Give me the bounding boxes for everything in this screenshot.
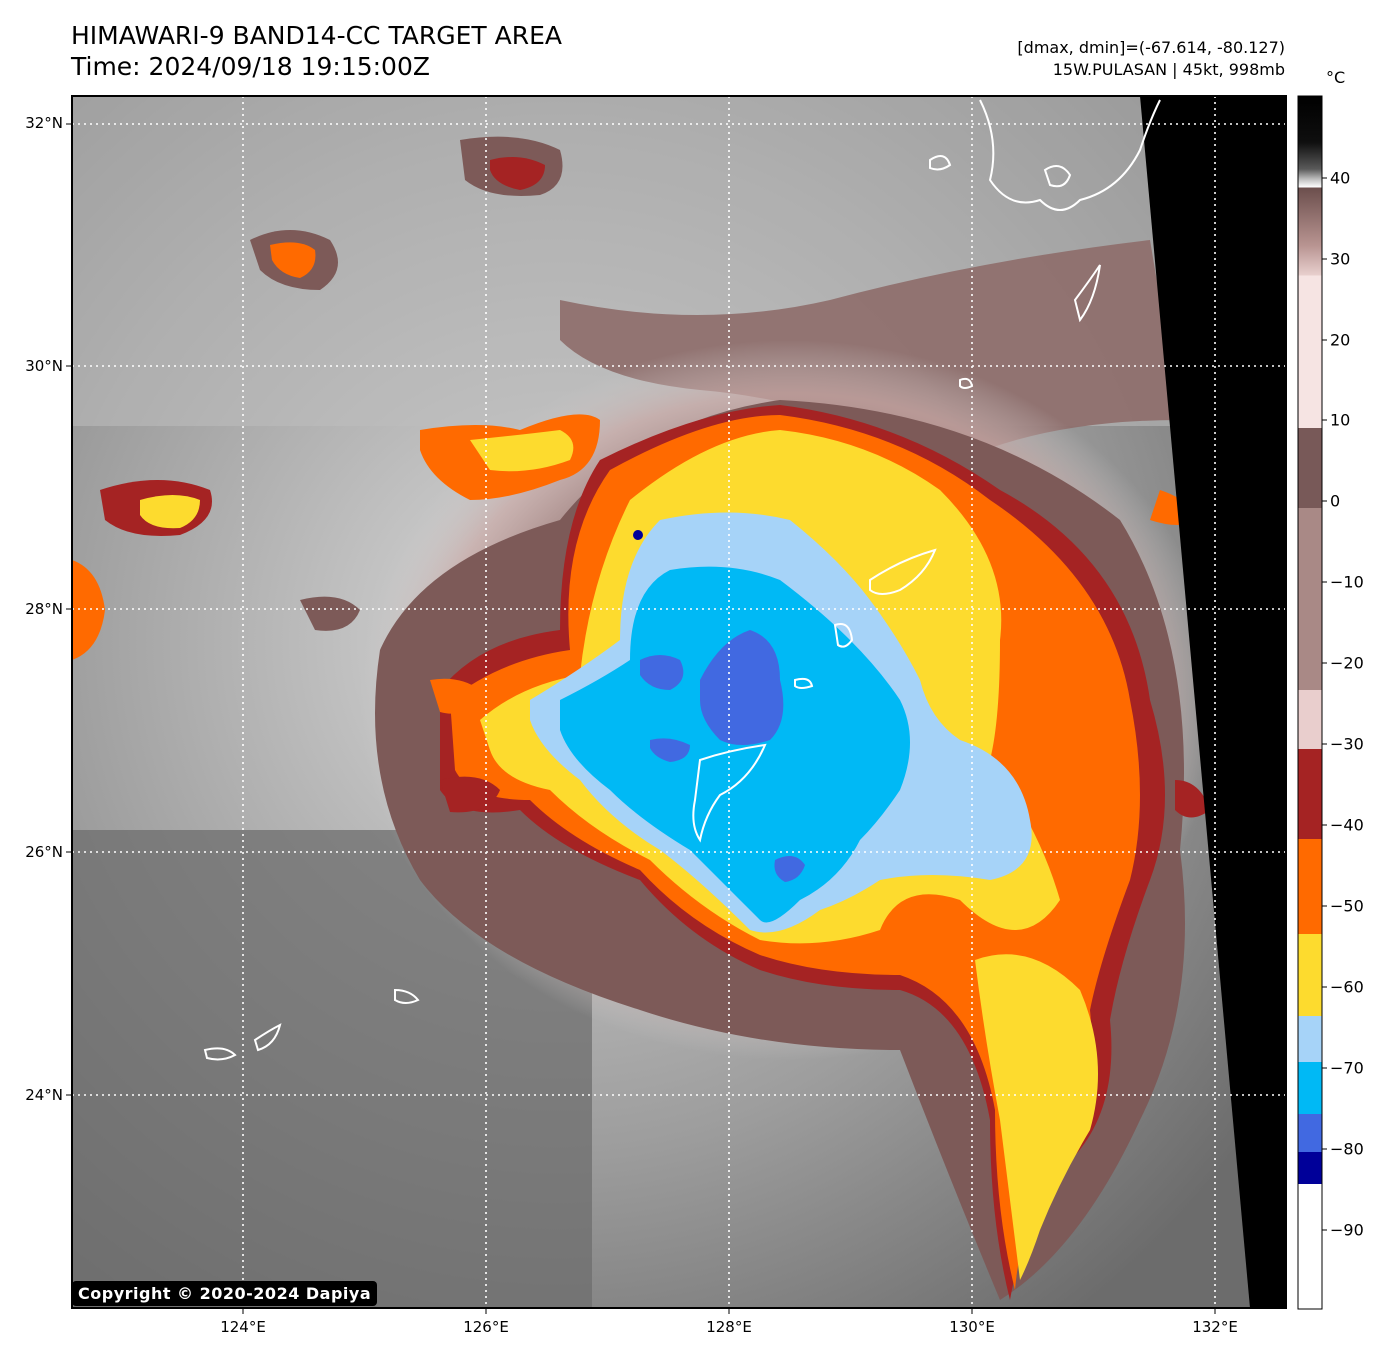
colorbar-unit: °C [1326,68,1346,87]
colorbar-label: −60 [1330,977,1364,997]
colorbar [1297,95,1327,1310]
colorbar-label: 20 [1330,330,1351,350]
colorbar-label: −50 [1330,896,1364,916]
chart-title: HIMAWARI-9 BAND14-CC TARGET AREA [71,21,563,50]
colorbar-yellow-segment [1298,934,1322,1016]
lat-label-24n: 24°N [25,1086,63,1104]
lat-label-26n: 26°N [25,843,63,861]
lon-label-132e: 132°E [1192,1318,1238,1336]
lon-label-124e: 124°E [220,1318,266,1336]
colorbar-label: 0 [1330,491,1341,511]
colorbar-orange-segment [1298,839,1322,934]
colorbar-cyan-segment [1298,1062,1322,1114]
colorbar-navy-segment [1298,1152,1322,1184]
colorbar-label: −10 [1330,572,1364,592]
colorbar-lightblue-segment [1298,1016,1322,1062]
colorbar-blue-segment [1298,1114,1322,1152]
colorbar-white-segment [1298,1184,1322,1309]
lon-label-128e: 128°E [706,1318,752,1336]
colorbar-darkred-segment [1298,749,1322,839]
data-range-text: [dmax, dmin]=(-67.614, -80.127) [1017,38,1285,57]
colorbar-label: −40 [1330,815,1364,835]
colorbar-label: 40 [1330,168,1351,188]
map-frame [71,95,1287,1309]
colorbar-label: 10 [1330,410,1351,430]
colorbar-label: 30 [1330,249,1351,269]
lon-label-126e: 126°E [463,1318,509,1336]
chart-time: Time: 2024/09/18 19:15:00Z [71,52,430,81]
colorbar-label: −80 [1330,1139,1364,1159]
lon-label-130e: 130°E [949,1318,995,1336]
storm-info-text: 15W.PULASAN | 45kt, 998mb [1052,60,1285,79]
lat-label-28n: 28°N [25,600,63,618]
colorbar-label: −20 [1330,653,1364,673]
copyright-badge: Copyright © 2020-2024 Dapiya [72,1281,378,1306]
colorbar-label: −30 [1330,734,1364,754]
lat-label-32n: 32°N [25,114,63,132]
colorbar-gray-segment [1298,96,1322,428]
colorbar-label: −90 [1330,1220,1364,1240]
colorbar-label: −70 [1330,1058,1364,1078]
lat-label-30n: 30°N [25,357,63,375]
map-imagery [72,96,1286,1308]
